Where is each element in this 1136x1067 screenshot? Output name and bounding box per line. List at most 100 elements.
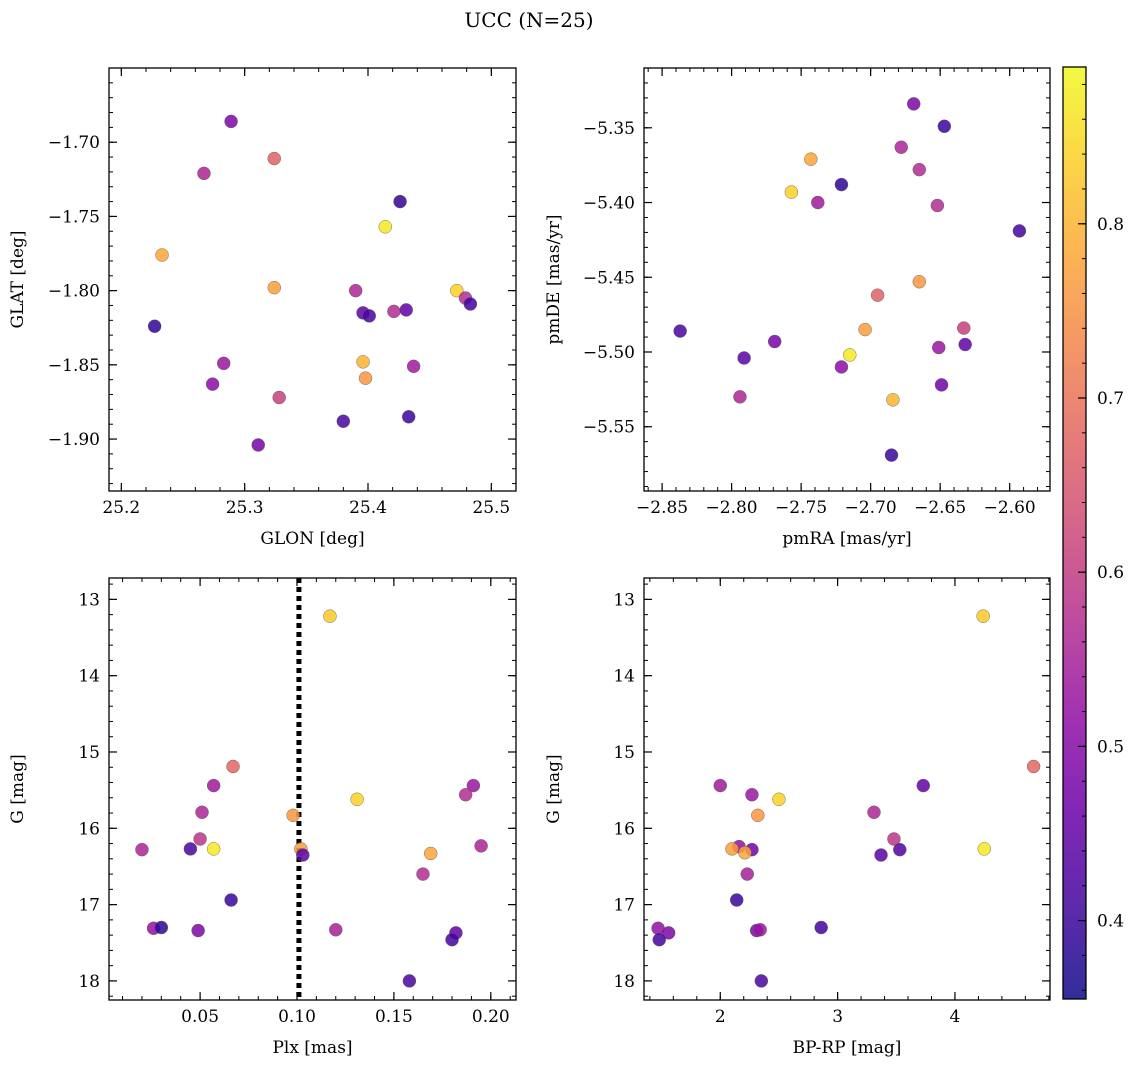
data-point xyxy=(445,933,459,947)
y-axis-label: G [mag] xyxy=(544,754,564,823)
data-point xyxy=(870,288,885,302)
data-point xyxy=(350,792,364,807)
panel-plx-g: 0.05 0.10 0.15 0.20 13 14 15 16 17 18 Plx [mas] G [… xyxy=(8,577,517,1058)
y-tick-label: −5.55 xyxy=(583,418,635,438)
data-point xyxy=(226,759,240,774)
points xyxy=(147,114,478,452)
data-point xyxy=(834,177,849,192)
colorbar: 0.4 0.5 0.6 0.7 0.8 xyxy=(1062,66,1124,1000)
data-point xyxy=(843,348,857,362)
data-point xyxy=(753,923,767,937)
y-axis-label: GLAT [deg] xyxy=(8,230,28,328)
data-point xyxy=(267,280,281,295)
data-point xyxy=(976,609,990,623)
axes-frame xyxy=(108,67,517,492)
data-point xyxy=(424,846,438,861)
points xyxy=(673,97,1027,462)
data-point xyxy=(887,832,901,846)
data-point xyxy=(183,842,198,856)
data-point xyxy=(393,194,407,209)
y-axis-label: G [mag] xyxy=(8,754,28,823)
data-point xyxy=(450,283,464,298)
y-tick-label: 17 xyxy=(78,896,100,916)
data-point xyxy=(725,842,739,856)
data-point xyxy=(937,119,952,133)
data-point xyxy=(206,778,221,793)
data-point xyxy=(358,371,373,385)
y-tick-label: 15 xyxy=(78,743,100,763)
panel-bprp-g: 2 3 4 13 14 15 16 17 18 BP-RP [mag] G [mag] xyxy=(544,577,1051,1058)
data-point xyxy=(206,842,221,856)
data-point xyxy=(932,340,946,355)
y-tick-label: 18 xyxy=(78,972,100,992)
y-tick-label: −1.85 xyxy=(48,356,100,376)
data-point xyxy=(387,304,401,319)
figure-title: UCC (N=25) xyxy=(464,8,593,32)
data-point xyxy=(912,275,927,289)
x-tick-label: 0.20 xyxy=(472,1007,510,1027)
y-tick-label: 14 xyxy=(613,667,635,687)
points xyxy=(651,609,1041,988)
data-point xyxy=(458,788,473,802)
data-point xyxy=(323,609,337,623)
y-tick-label: 16 xyxy=(613,819,635,839)
data-point xyxy=(834,360,849,374)
colorbar-tick-label: 0.6 xyxy=(1097,563,1124,583)
colorbar-tick-label: 0.5 xyxy=(1097,737,1124,757)
data-point xyxy=(907,97,921,111)
data-point xyxy=(296,848,310,862)
data-point xyxy=(356,355,370,369)
data-point xyxy=(740,867,754,881)
data-point xyxy=(886,393,900,407)
x-tick-label: 4 xyxy=(950,1007,961,1027)
x-tick-label: 25.4 xyxy=(349,498,387,518)
data-point xyxy=(894,140,908,154)
data-point xyxy=(193,832,207,846)
data-point xyxy=(155,248,169,262)
data-point xyxy=(893,842,907,857)
data-point xyxy=(958,337,972,352)
y-tick-label: −1.80 xyxy=(48,282,100,302)
data-point xyxy=(874,848,888,862)
x-tick-label: 0.10 xyxy=(278,1007,316,1027)
axes-frame xyxy=(643,577,1051,1001)
data-point xyxy=(402,410,416,424)
data-point xyxy=(329,923,343,937)
y-tick-label: −5.40 xyxy=(583,194,635,214)
data-point xyxy=(912,162,927,177)
y-tick-label: −5.35 xyxy=(583,119,635,139)
x-axis-label: pmRA [mas/yr] xyxy=(782,529,911,549)
axes-frame xyxy=(643,67,1051,492)
data-point xyxy=(416,867,430,881)
y-axis-label: pmDE [mas/yr] xyxy=(544,214,564,344)
x-tick-label: 2 xyxy=(715,1007,726,1027)
x-tick-label: 3 xyxy=(832,1007,843,1027)
data-point xyxy=(811,195,825,210)
data-point xyxy=(767,334,782,349)
x-tick-label: −2.65 xyxy=(914,498,966,518)
data-point xyxy=(267,151,281,166)
data-point xyxy=(1026,759,1041,774)
data-point xyxy=(1012,224,1027,238)
colorbar-tick-label: 0.7 xyxy=(1097,389,1124,409)
data-point xyxy=(957,321,971,335)
data-point xyxy=(858,322,872,337)
data-point xyxy=(378,220,392,234)
data-point xyxy=(733,390,747,404)
x-axis-label: GLON [deg] xyxy=(260,529,364,549)
data-point xyxy=(224,114,238,129)
data-point xyxy=(754,974,769,988)
data-point xyxy=(272,390,286,405)
x-tick-label: 25.2 xyxy=(102,498,140,518)
data-point xyxy=(661,926,676,940)
data-point xyxy=(216,356,231,371)
x-axis-label: BP-RP [mag] xyxy=(793,1038,902,1058)
panel-glon-glat: 25.2 25.3 25.4 25.5 −1.70 −1.75 −1.80 −1.85 −1.9… xyxy=(8,67,517,549)
x-tick-label: −2.80 xyxy=(706,498,758,518)
data-point xyxy=(814,920,828,935)
colorbar-gradient xyxy=(1063,67,1086,999)
x-tick-label: −2.85 xyxy=(636,498,688,518)
data-point xyxy=(772,792,786,807)
y-tick-label: 15 xyxy=(613,743,635,763)
y-tick-label: 13 xyxy=(78,590,100,610)
